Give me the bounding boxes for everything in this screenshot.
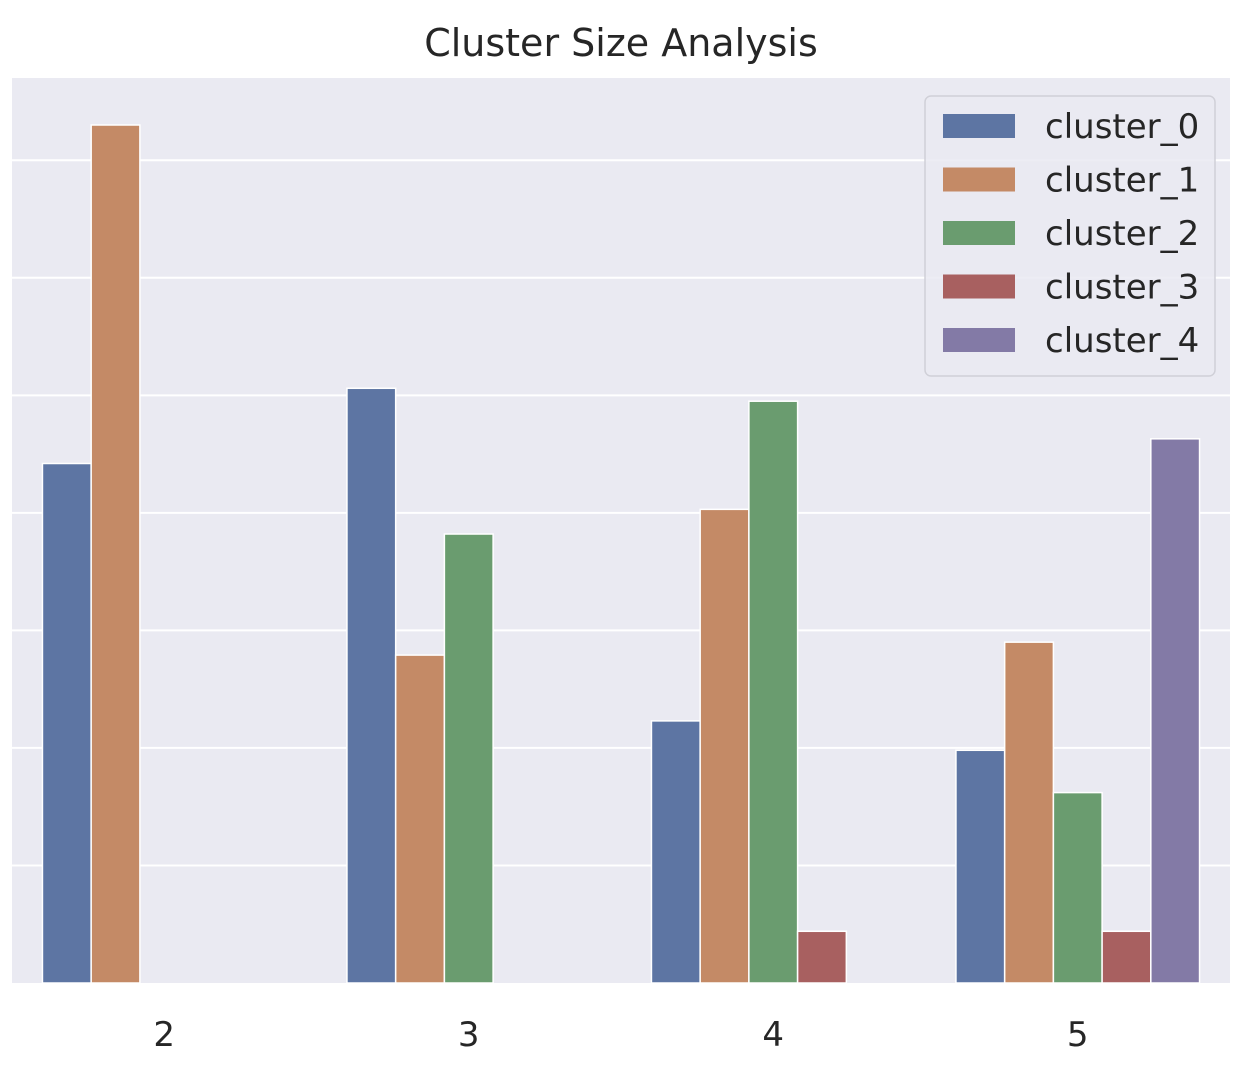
bar-cluster_1-2: [90, 124, 141, 984]
bar-cluster_0-3: [346, 387, 397, 984]
legend-label-cluster_0: cluster_0: [1045, 107, 1199, 147]
legend-label-cluster_2: cluster_2: [1045, 214, 1199, 254]
bar-cluster_1-3: [394, 654, 446, 984]
bar-cluster_1-5: [1003, 641, 1055, 984]
bar-cluster_0-5: [955, 749, 1006, 984]
bar-cluster_0-4: [650, 720, 701, 984]
bars-group: [41, 124, 1201, 984]
chart-title: Cluster Size Analysis: [424, 21, 818, 65]
legend-swatch-cluster_3: [943, 274, 1015, 299]
legend-swatch-cluster_1: [943, 167, 1015, 192]
x-tick-labels: 2 3 4 5: [153, 1015, 1088, 1055]
bar-cluster_0-2: [41, 462, 92, 984]
bar-cluster_4-5: [1150, 438, 1201, 984]
bar-cluster_1-4: [699, 508, 750, 984]
legend-label-cluster_4: cluster_4: [1045, 321, 1199, 361]
bar-cluster_2-4: [748, 400, 799, 984]
bar-cluster_2-3: [443, 533, 494, 984]
x-tick-label: 5: [1067, 1015, 1089, 1055]
legend: cluster_0 cluster_1 cluster_2 cluster_3clus…: [924, 95, 1216, 377]
bar-cluster_2-5: [1052, 791, 1103, 984]
legend-label-cluster_1: cluster_1: [1045, 161, 1199, 201]
legend-swatch-cluster_0: [943, 114, 1015, 138]
bar-cluster_3-5: [1101, 930, 1152, 984]
legend-label-cluster_3: cluster_3: [1045, 268, 1199, 308]
bar-cluster_3-4: [796, 930, 848, 984]
legend-swatch-cluster_2: [943, 221, 1015, 245]
x-tick-label: 3: [458, 1015, 480, 1055]
x-tick-label: 2: [153, 1015, 175, 1055]
legend-box: [924, 95, 1216, 377]
legend-swatch-cluster_4: [943, 328, 1015, 352]
x-tick-label: 4: [762, 1015, 784, 1055]
